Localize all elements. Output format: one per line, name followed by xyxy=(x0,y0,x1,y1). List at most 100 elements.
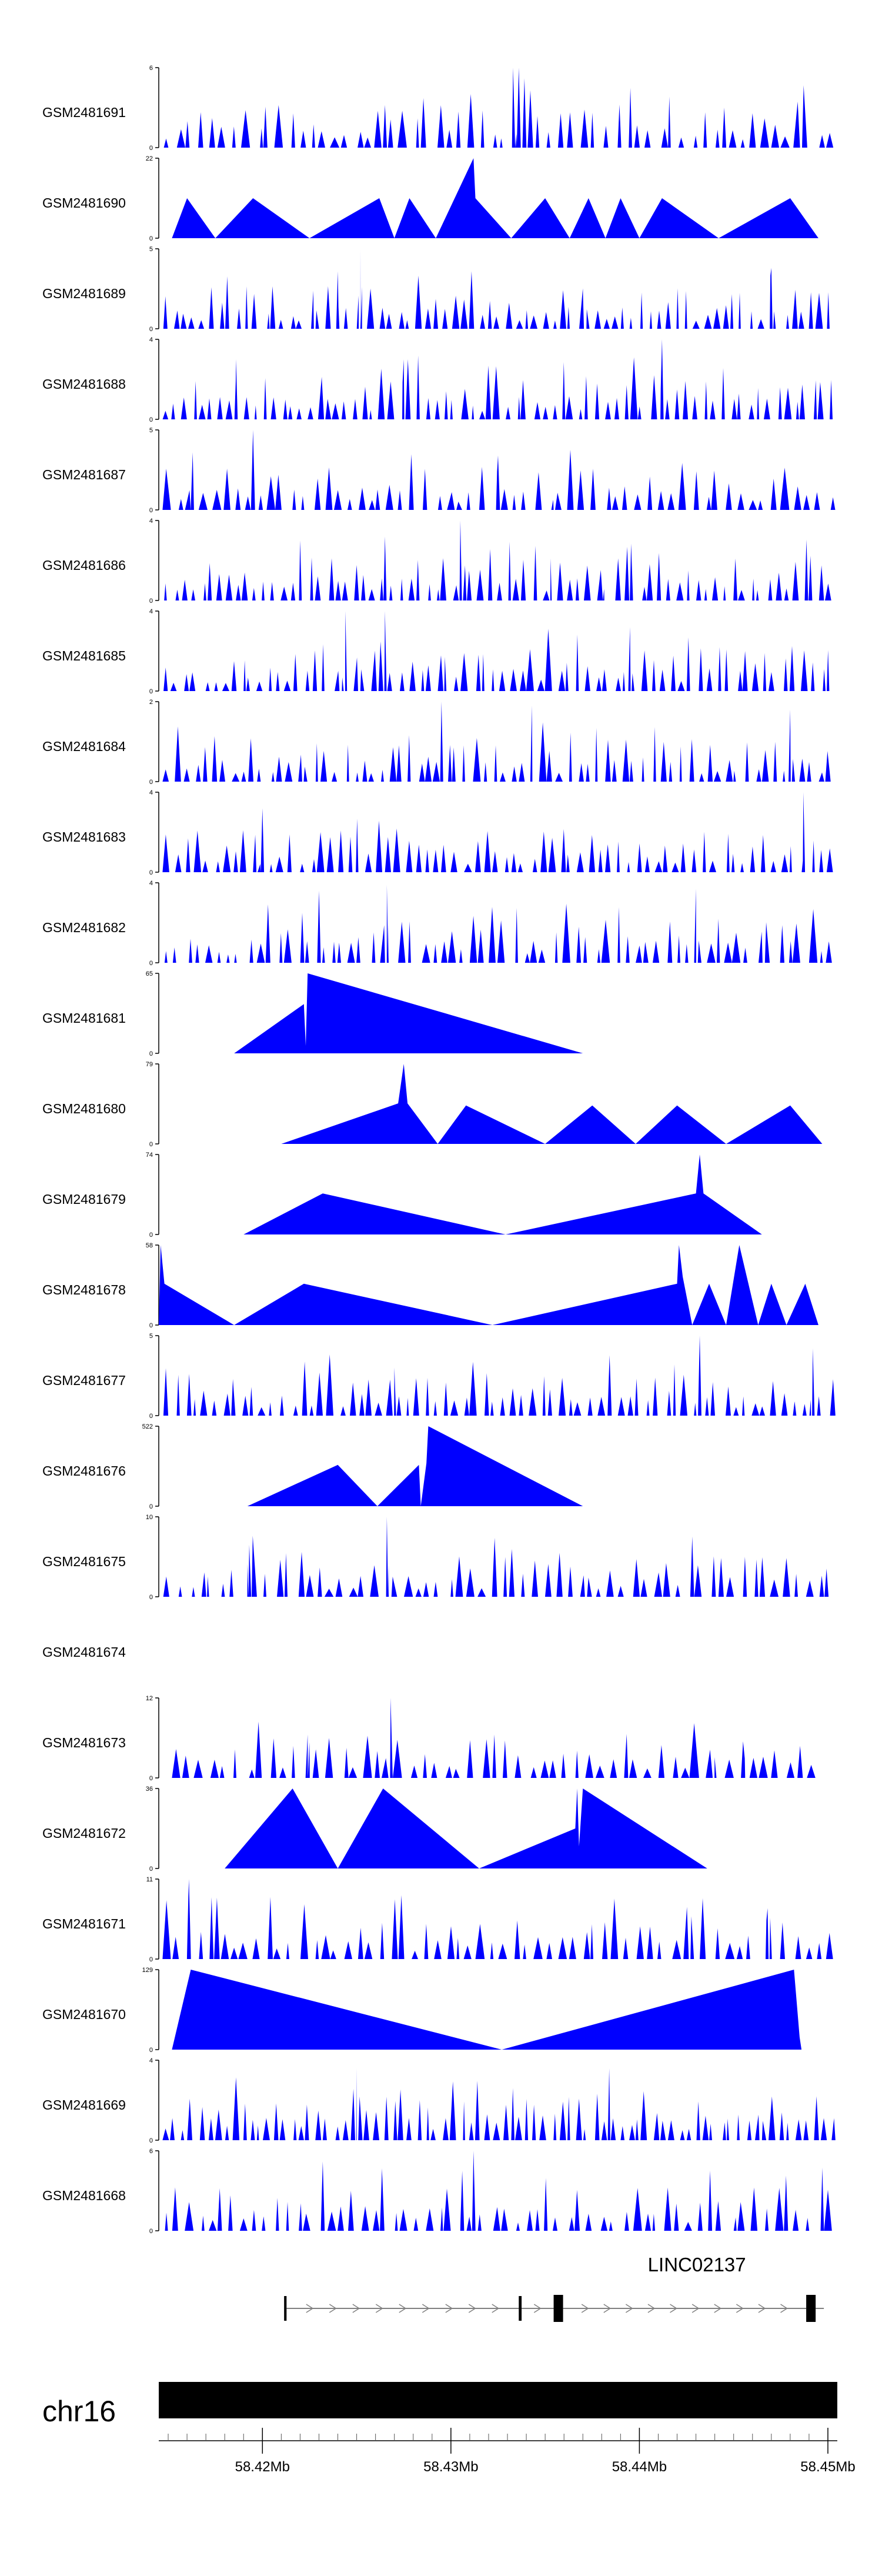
y-tick-label: 0 xyxy=(149,1050,153,1057)
signal-area xyxy=(162,1517,836,1597)
track-label: GSM2481676 xyxy=(42,1463,126,1479)
y-tick-label: 129 xyxy=(142,1967,153,1974)
y-tick-label: 0 xyxy=(149,416,153,423)
y-tick-label: 6 xyxy=(149,2148,153,2155)
track-GSM2481672: GSM2481672 36 0 xyxy=(42,1786,707,1873)
strand-arrow xyxy=(780,2304,788,2313)
y-tick-label: 74 xyxy=(146,1152,153,1159)
y-tick-label: 522 xyxy=(142,1423,153,1430)
track-label: GSM2481673 xyxy=(42,1735,126,1750)
signal-area xyxy=(162,1879,836,1959)
signal-area xyxy=(162,885,836,963)
y-tick-label: 10 xyxy=(146,1514,153,1521)
signal-area xyxy=(162,2068,837,2140)
signal-area xyxy=(161,430,836,510)
signal-area xyxy=(162,702,836,782)
track-GSM2481669: GSM2481669 4 0 xyxy=(42,2057,837,2144)
y-tick-label: 0 xyxy=(149,326,153,333)
track-label: GSM2481680 xyxy=(42,1101,126,1116)
strand-arrow xyxy=(445,2304,453,2313)
gene-model-track: LINC02137 xyxy=(284,2254,824,2322)
track-label: GSM2481677 xyxy=(42,1373,126,1388)
track-GSM2481670: GSM2481670 129 0 xyxy=(42,1967,802,2054)
strand-arrow xyxy=(714,2304,722,2313)
track-label: GSM2481670 xyxy=(42,2007,126,2022)
track-GSM2481679: GSM2481679 74 0 xyxy=(42,1152,762,1239)
y-tick-label: 0 xyxy=(149,2137,153,2144)
track-label: GSM2481690 xyxy=(42,195,126,211)
signal-area xyxy=(162,611,836,691)
y-tick-label: 2 xyxy=(149,699,153,706)
track-label: GSM2481685 xyxy=(42,648,126,663)
track-GSM2481687: GSM2481687 5 0 xyxy=(42,427,836,514)
track-GSM2481677: GSM2481677 5 0 xyxy=(42,1333,836,1420)
x-tick-label: 58.45Mb xyxy=(800,2459,855,2475)
y-tick-label: 0 xyxy=(149,1413,153,1420)
strand-arrow xyxy=(329,2304,337,2313)
track-GSM2481678: GSM2481678 58 0 xyxy=(42,1242,818,1329)
y-tick-label: 0 xyxy=(149,1956,153,1963)
track-label: GSM2481672 xyxy=(42,1826,126,1841)
track-label: GSM2481682 xyxy=(42,920,126,935)
x-tick-label: 58.42Mb xyxy=(235,2459,290,2475)
track-GSM2481674: GSM2481674 xyxy=(42,1644,126,1660)
track-GSM2481685: GSM2481685 4 0 xyxy=(42,608,836,695)
track-GSM2481688: GSM2481688 4 0 xyxy=(42,336,836,423)
strand-arrow xyxy=(492,2304,500,2313)
track-label: GSM2481674 xyxy=(42,1644,126,1660)
y-tick-label: 4 xyxy=(149,880,153,887)
strand-arrow xyxy=(422,2304,430,2313)
track-GSM2481676: GSM2481676 522 0 xyxy=(42,1423,583,1510)
signal-area xyxy=(243,1154,762,1234)
x-tick-label: 58.44Mb xyxy=(612,2459,667,2475)
track-GSM2481681: GSM2481681 65 0 xyxy=(42,970,583,1057)
track-label: GSM2481689 xyxy=(42,286,126,301)
strand-arrow xyxy=(399,2304,407,2313)
y-tick-label: 0 xyxy=(149,1322,153,1329)
track-label: GSM2481668 xyxy=(42,2188,126,2203)
y-tick-label: 0 xyxy=(149,145,153,152)
track-label: GSM2481683 xyxy=(42,829,126,845)
signal-area xyxy=(162,792,836,872)
y-tick-label: 0 xyxy=(149,2047,153,2054)
y-tick-label: 0 xyxy=(149,598,153,605)
signal-area xyxy=(172,1970,802,2050)
y-tick-label: 0 xyxy=(149,1141,153,1148)
signal-area xyxy=(234,973,583,1053)
track-GSM2481675: GSM2481675 10 0 xyxy=(42,1514,836,1601)
y-tick-label: 0 xyxy=(149,1503,153,1510)
track-GSM2481691: GSM2481691 6 0 xyxy=(42,65,836,152)
y-tick-label: 0 xyxy=(149,1775,153,1782)
y-tick-label: 0 xyxy=(149,960,153,967)
track-GSM2481673: GSM2481673 12 0 xyxy=(42,1695,818,1782)
track-GSM2481671: GSM2481671 11 0 xyxy=(42,1876,836,1963)
y-tick-label: 4 xyxy=(149,336,153,343)
signal-area xyxy=(225,1788,707,1868)
signal-area xyxy=(162,2151,836,2231)
strand-arrow xyxy=(375,2304,383,2313)
signal-area xyxy=(162,520,836,600)
strand-arrow xyxy=(736,2304,744,2313)
track-label: GSM2481686 xyxy=(42,558,126,573)
chromosome-label: chr16 xyxy=(42,2395,116,2428)
y-tick-label: 6 xyxy=(149,65,153,72)
signal-tracks: GSM248169160GSM2481690220GSM248168950GSM… xyxy=(42,65,837,2235)
exon xyxy=(553,2295,563,2322)
signal-area xyxy=(172,158,818,238)
y-tick-label: 5 xyxy=(149,427,153,434)
signal-area xyxy=(162,339,836,419)
signal-area xyxy=(159,1245,818,1325)
track-GSM2481668: GSM2481668 6 0 xyxy=(42,2148,836,2235)
track-label: GSM2481671 xyxy=(42,1916,126,1931)
signal-area xyxy=(162,249,836,329)
y-tick-label: 5 xyxy=(149,1333,153,1340)
strand-arrow xyxy=(670,2304,677,2313)
y-tick-label: 65 xyxy=(146,970,153,977)
y-tick-label: 36 xyxy=(146,1786,153,1793)
y-tick-label: 79 xyxy=(146,1061,153,1068)
track-GSM2481680: GSM2481680 79 0 xyxy=(42,1061,823,1148)
y-tick-label: 0 xyxy=(149,1232,153,1239)
y-tick-label: 4 xyxy=(149,2057,153,2064)
x-tick-label: 58.43Mb xyxy=(423,2459,478,2475)
track-GSM2481686: GSM2481686 4 0 xyxy=(42,518,836,605)
